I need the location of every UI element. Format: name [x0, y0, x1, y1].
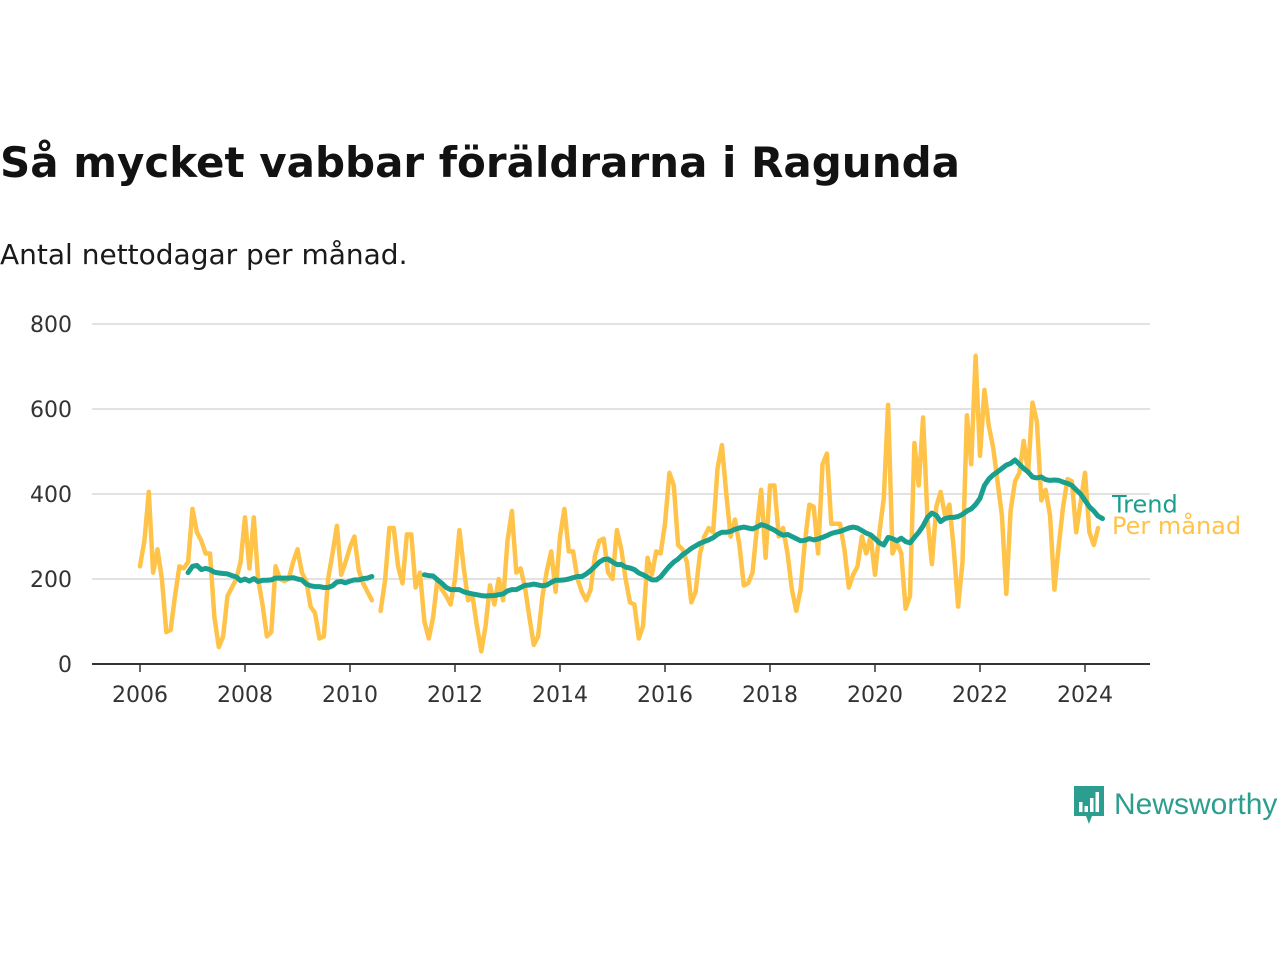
x-tick-label: 2010: [322, 683, 378, 708]
gridlines: [92, 323, 1150, 665]
legend-monthly-label: Per månad: [1112, 511, 1241, 540]
x-tick-label: 2014: [532, 683, 588, 708]
y-tick-label: 0: [58, 653, 72, 678]
x-tick-label: 2022: [952, 683, 1008, 708]
x-tick-label: 2024: [1057, 683, 1113, 708]
series-monthly-line: [137, 353, 1101, 654]
y-tick-label: 600: [30, 398, 72, 423]
x-tick-label: 2006: [112, 683, 168, 708]
y-tick-label: 800: [30, 313, 72, 338]
y-tick-label: 400: [30, 483, 72, 508]
y-tick-label: 200: [30, 568, 72, 593]
y-axis-ticks: 0 200 400 600 800: [30, 313, 72, 678]
series-trend-line: [185, 457, 1105, 599]
legend-trend-label: Trend: [1111, 491, 1178, 519]
newsworthy-logo-text: Newsworthy: [1114, 788, 1278, 821]
x-tick-label: 2008: [217, 683, 273, 708]
series-lines: [137, 353, 1105, 654]
x-tick-label: 2012: [427, 683, 483, 708]
x-tick-label: 2016: [637, 683, 693, 708]
chart-subtitle: Antal nettodagar per månad.: [0, 238, 408, 271]
x-tick-label: 2020: [847, 683, 903, 708]
chart-title: Så mycket vabbar föräldrarna i Ragunda: [0, 138, 961, 187]
x-axis-ticks: 2006 2008 2010 2012 2014 2016 2018 2020 2022 2024: [112, 664, 1113, 708]
newsworthy-logo: Newsworthy: [1072, 784, 1277, 826]
x-tick-label: 2018: [742, 683, 798, 708]
newsworthy-logo-icon: [1074, 786, 1104, 824]
